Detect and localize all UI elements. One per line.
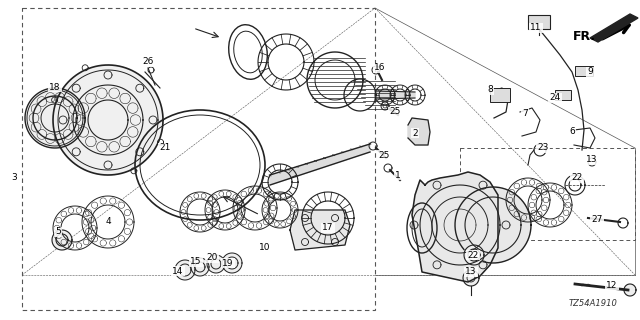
Polygon shape bbox=[412, 172, 498, 282]
Polygon shape bbox=[222, 253, 242, 273]
Bar bbox=[490, 88, 510, 102]
Text: 17: 17 bbox=[323, 223, 333, 233]
Text: FR.: FR. bbox=[573, 29, 596, 43]
Text: 23: 23 bbox=[538, 143, 548, 153]
Text: 9: 9 bbox=[587, 68, 593, 76]
Text: 14: 14 bbox=[172, 267, 184, 276]
Bar bbox=[22, 8, 375, 310]
Polygon shape bbox=[52, 230, 72, 250]
Polygon shape bbox=[464, 245, 484, 265]
Polygon shape bbox=[191, 258, 209, 276]
Text: 22: 22 bbox=[467, 251, 479, 260]
Polygon shape bbox=[25, 88, 85, 148]
Polygon shape bbox=[290, 210, 350, 250]
Text: 3: 3 bbox=[11, 173, 17, 182]
Text: 6: 6 bbox=[569, 127, 575, 137]
Polygon shape bbox=[53, 65, 163, 175]
Text: 19: 19 bbox=[222, 259, 234, 268]
Polygon shape bbox=[408, 118, 430, 145]
Text: 1: 1 bbox=[395, 171, 401, 180]
Text: 13: 13 bbox=[586, 156, 598, 164]
Polygon shape bbox=[270, 144, 370, 185]
Text: 27: 27 bbox=[591, 215, 603, 225]
Text: 26: 26 bbox=[142, 58, 154, 67]
Text: 24: 24 bbox=[549, 93, 561, 102]
Text: 13: 13 bbox=[465, 268, 477, 276]
Bar bbox=[528, 15, 550, 29]
Text: 2: 2 bbox=[412, 129, 418, 138]
Text: 7: 7 bbox=[522, 108, 528, 117]
Text: 10: 10 bbox=[259, 244, 271, 252]
Text: 22: 22 bbox=[572, 173, 582, 182]
Text: 21: 21 bbox=[159, 143, 171, 153]
Text: 25: 25 bbox=[378, 150, 390, 159]
Text: 5: 5 bbox=[55, 228, 61, 236]
Text: 15: 15 bbox=[190, 258, 202, 267]
Bar bbox=[460, 148, 635, 240]
Bar bbox=[575, 66, 593, 76]
Text: 11: 11 bbox=[531, 23, 541, 33]
Text: 16: 16 bbox=[374, 63, 386, 73]
Text: 4: 4 bbox=[105, 218, 111, 227]
Text: 12: 12 bbox=[606, 281, 618, 290]
Text: 20: 20 bbox=[206, 253, 218, 262]
Polygon shape bbox=[375, 91, 415, 99]
Text: 8: 8 bbox=[487, 85, 493, 94]
Polygon shape bbox=[455, 187, 531, 263]
Polygon shape bbox=[590, 14, 638, 42]
Polygon shape bbox=[624, 284, 636, 296]
Polygon shape bbox=[463, 270, 479, 286]
Bar bbox=[555, 90, 571, 100]
Text: 25: 25 bbox=[389, 108, 401, 116]
Polygon shape bbox=[207, 255, 225, 273]
Polygon shape bbox=[175, 260, 195, 280]
Text: 18: 18 bbox=[49, 83, 61, 92]
Text: TZ54A1910: TZ54A1910 bbox=[569, 299, 618, 308]
